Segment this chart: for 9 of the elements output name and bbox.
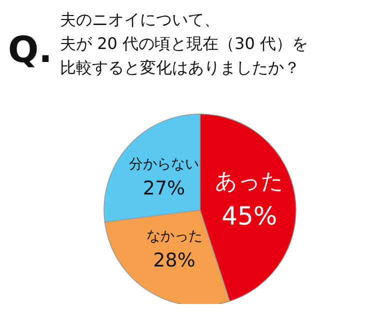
slice-label: 分からない [128, 156, 199, 172]
chart-subtitle: 夫が 20 代の頃と現在（30 代）を比較すると変化はありましたか？ [60, 33, 309, 79]
slice-label: あった [214, 169, 284, 194]
data-label: 45% [222, 201, 278, 230]
slice-label: なかった [146, 228, 202, 245]
text: Q. [8, 30, 52, 71]
data-label: 28% [153, 250, 196, 272]
data-label: 27% [142, 177, 186, 200]
chart-title: 夫のニオイについて、 [60, 9, 221, 31]
